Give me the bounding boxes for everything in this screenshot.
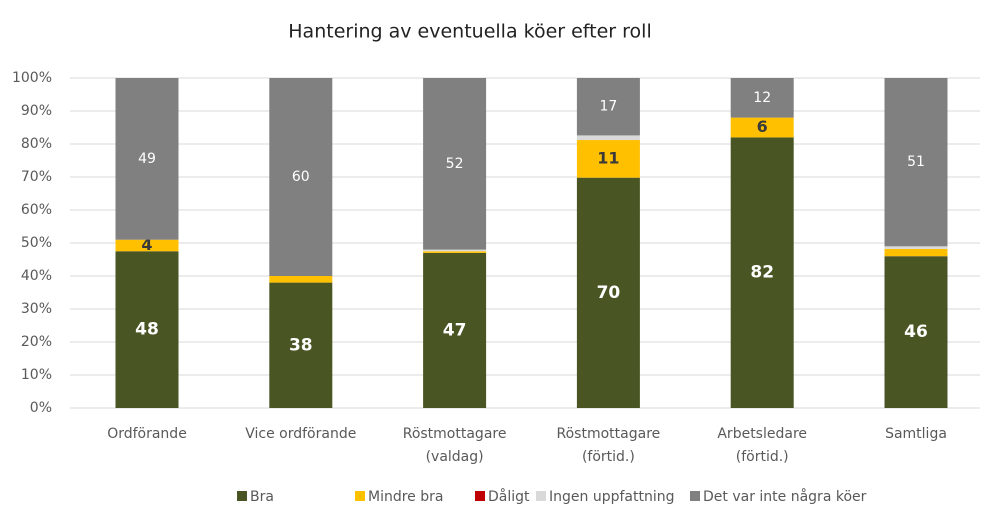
y-tick-label: 30%: [21, 301, 52, 317]
x-tick-label: (valdag): [426, 449, 484, 465]
legend-swatch: [237, 491, 247, 501]
data-label: 38: [289, 335, 313, 355]
y-tick-label: 90%: [21, 103, 52, 119]
bar-segment: [115, 251, 179, 408]
legend-label: Det var inte några köer: [703, 488, 867, 505]
bar-segment: [730, 78, 794, 118]
legend-swatch: [536, 491, 546, 501]
x-tick-label: Röstmottagare: [557, 426, 661, 442]
x-tick-label: Vice ordförande: [245, 426, 356, 442]
bar-segment: [423, 249, 487, 252]
bar-segment: [269, 282, 333, 408]
y-tick-label: 100%: [12, 70, 52, 86]
bar-segment: [576, 177, 640, 408]
legend-label: Mindre bra: [368, 489, 443, 505]
data-label: 60: [292, 169, 310, 185]
data-label: 49: [138, 151, 156, 167]
y-tick-label: 60%: [21, 202, 52, 218]
bar-segment: [884, 256, 948, 408]
legend-label: Ingen uppfattning: [549, 489, 674, 505]
bar-segment: [423, 251, 487, 253]
y-tick-label: 20%: [21, 334, 52, 350]
data-label: 4: [141, 235, 152, 254]
data-label: 17: [599, 99, 617, 115]
bar-segment: [115, 239, 179, 252]
bar-segment: [423, 252, 487, 408]
data-label: 48: [135, 320, 159, 340]
chart-title: Hantering av eventuella köer efter roll: [288, 21, 651, 43]
bar-segment: [576, 135, 640, 141]
bar-segment: [884, 78, 948, 247]
y-tick-label: 10%: [21, 367, 52, 383]
x-tick-label: Ordförande: [107, 426, 187, 442]
x-tick-label: (förtid.): [582, 449, 635, 465]
x-tick-label: Arbetsledare: [717, 426, 807, 442]
x-tick-label: (förtid.): [736, 449, 789, 465]
data-label: 82: [750, 263, 774, 283]
data-label: 12: [753, 90, 771, 106]
y-tick-label: 80%: [21, 136, 52, 152]
bar-segment: [730, 117, 794, 138]
bar-segment: [115, 78, 179, 240]
y-tick-label: 0%: [30, 400, 52, 416]
bar-segment: [269, 78, 333, 276]
data-label: 52: [446, 156, 464, 172]
y-tick-label: 70%: [21, 169, 52, 185]
y-tick-label: 50%: [21, 235, 52, 251]
legend-swatch: [690, 491, 700, 501]
y-tick-label: 40%: [21, 268, 52, 284]
data-label: 47: [443, 320, 467, 340]
data-label: 11: [597, 148, 619, 167]
legend-swatch: [355, 491, 365, 501]
data-label: 51: [907, 154, 925, 170]
data-label: 46: [904, 322, 928, 342]
x-tick-label: Röstmottagare: [403, 426, 507, 442]
bar-segment: [269, 276, 333, 283]
bar-segment: [884, 246, 948, 249]
data-label: 70: [597, 283, 621, 303]
bar-segment: [576, 78, 640, 136]
bar-segment: [576, 140, 640, 178]
legend-label: Bra: [250, 489, 274, 505]
legend-label: Dåligt: [488, 488, 530, 505]
bar-segment: [730, 137, 794, 408]
bar-segment: [884, 248, 948, 257]
bar-segment: [423, 78, 487, 250]
x-tick-label: Samtliga: [885, 426, 947, 442]
legend-swatch: [475, 491, 485, 501]
data-label: 6: [757, 117, 768, 136]
